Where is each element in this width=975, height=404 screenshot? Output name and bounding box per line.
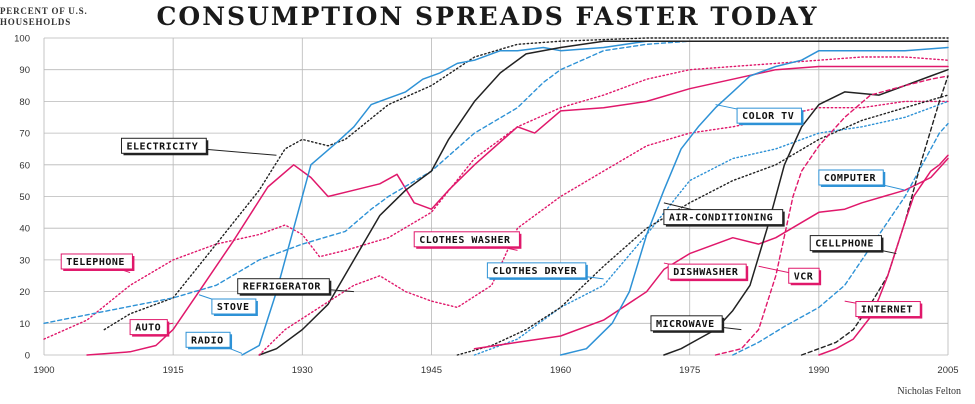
label-auto: AUTO — [129, 319, 174, 337]
label-radio: RADIO — [185, 331, 243, 354]
y-tick-label: 60 — [19, 160, 30, 171]
label-box — [736, 107, 802, 124]
x-tick-label: 1975 — [679, 365, 700, 376]
label-text: DISHWASHER — [673, 267, 739, 278]
series-line-radio — [241, 40, 949, 356]
label-refrigerator: REFRIGERATOR — [237, 278, 354, 296]
label-text: CLOTHES DRYER — [492, 266, 577, 277]
label-internet: INTERNET — [844, 300, 923, 319]
y-tick-label: 30 — [19, 255, 30, 266]
y-tick-label: 70 — [19, 129, 30, 140]
y-tick-label: 50 — [19, 192, 30, 203]
y-axis-label: PERCENT OF U.S. HOUSEHOLDS — [0, 6, 88, 27]
series-line-refrigerator — [258, 40, 949, 356]
label-box — [809, 235, 882, 252]
label-text: RADIO — [191, 335, 224, 346]
label-box — [650, 315, 723, 332]
series-line-clothes-washer — [258, 100, 949, 356]
series-line-internet — [818, 154, 949, 356]
label-microwave: MICROWAVE — [650, 315, 742, 333]
series-line-dishwasher — [473, 157, 949, 350]
label-box — [120, 137, 207, 154]
label-air-conditioning: AIR-CONDITIONING — [663, 202, 785, 227]
label-text: CELLPHONE — [815, 239, 874, 250]
label-stove: STOVE — [198, 294, 258, 316]
y-tick-label: 100 — [14, 34, 30, 45]
series-labels: TELEPHONE ELECTRICITY AUTO STOVE RADIO REFRIG… — [60, 104, 923, 354]
x-tick-label: 1945 — [421, 365, 442, 376]
x-tick-label: 1915 — [163, 365, 184, 376]
label-text: INTERNET — [861, 305, 913, 316]
label-text: COMPUTER — [824, 173, 877, 184]
label-box — [211, 298, 257, 315]
label-text: ELECTRICITY — [126, 141, 198, 152]
y-tick-label: 10 — [19, 319, 30, 330]
x-tick-label: 1930 — [292, 365, 313, 376]
label-text: MICROWAVE — [656, 319, 715, 330]
x-tick-label: 1990 — [808, 365, 829, 376]
series-line-cellphone — [800, 75, 949, 356]
label-box — [185, 331, 231, 348]
x-tick-label: 1900 — [33, 365, 54, 376]
label-text: AUTO — [135, 323, 161, 334]
label-telephone: TELEPHONE — [60, 253, 135, 274]
label-box — [788, 267, 820, 284]
label-color-tv: COLOR TV — [715, 104, 804, 126]
series-line-electricity — [103, 37, 949, 331]
grid-lines — [43, 37, 949, 356]
label-dishwasher: DISHWASHER — [663, 262, 749, 282]
series-line-vcr — [714, 75, 949, 356]
series-line-microwave — [663, 68, 949, 356]
x-tick-label: 2005 — [937, 365, 958, 376]
label-box — [129, 319, 168, 336]
series-line-telephone — [43, 56, 949, 340]
label-computer: COMPUTER — [818, 169, 906, 191]
credit-text: Nicholas Felton — [897, 386, 961, 397]
label-box — [413, 231, 520, 248]
y-tick-label: 90 — [19, 65, 30, 76]
label-cellphone: CELLPHONE — [809, 235, 897, 255]
label-box — [237, 278, 330, 295]
series-line-color-tv — [559, 46, 949, 356]
series-line-clothes-dryer — [473, 100, 949, 356]
series-lines — [43, 37, 949, 356]
y-tick-label: 80 — [19, 97, 30, 108]
y-tick-label: 20 — [19, 287, 30, 298]
label-text: VCR — [794, 271, 814, 282]
series-line-computer — [732, 122, 949, 356]
series-line-air-conditioning — [456, 94, 949, 356]
label-box — [667, 263, 747, 280]
label-box — [855, 301, 921, 318]
label-box — [60, 253, 133, 270]
label-text: TELEPHONE — [66, 257, 125, 268]
label-box — [486, 262, 587, 279]
axis-ticks: 0 10 20 30 40 50 60 70 80 90 100 1900 1915 1930 1945 19… — [14, 34, 958, 377]
label-clothes-washer: CLOTHES WASHER — [413, 231, 522, 251]
x-tick-label: 1960 — [550, 365, 571, 376]
label-box — [818, 169, 884, 186]
label-electricity: ELECTRICITY — [120, 137, 277, 156]
label-text: REFRIGERATOR — [243, 282, 322, 293]
y-tick-label: 40 — [19, 224, 30, 235]
label-clothes-dryer: CLOTHES DRYER — [486, 262, 604, 280]
chart-title: CONSUMPTION SPREADS FASTER TODAY — [156, 2, 819, 31]
label-vcr: VCR — [758, 265, 822, 286]
y-tick-label: 0 — [25, 351, 30, 362]
label-box — [663, 209, 784, 226]
label-text: CLOTHES WASHER — [419, 235, 511, 246]
label-text: STOVE — [217, 302, 250, 313]
label-text: COLOR TV — [742, 111, 794, 122]
label-text: AIR-CONDITIONING — [669, 213, 773, 224]
series-line-auto — [86, 65, 949, 356]
